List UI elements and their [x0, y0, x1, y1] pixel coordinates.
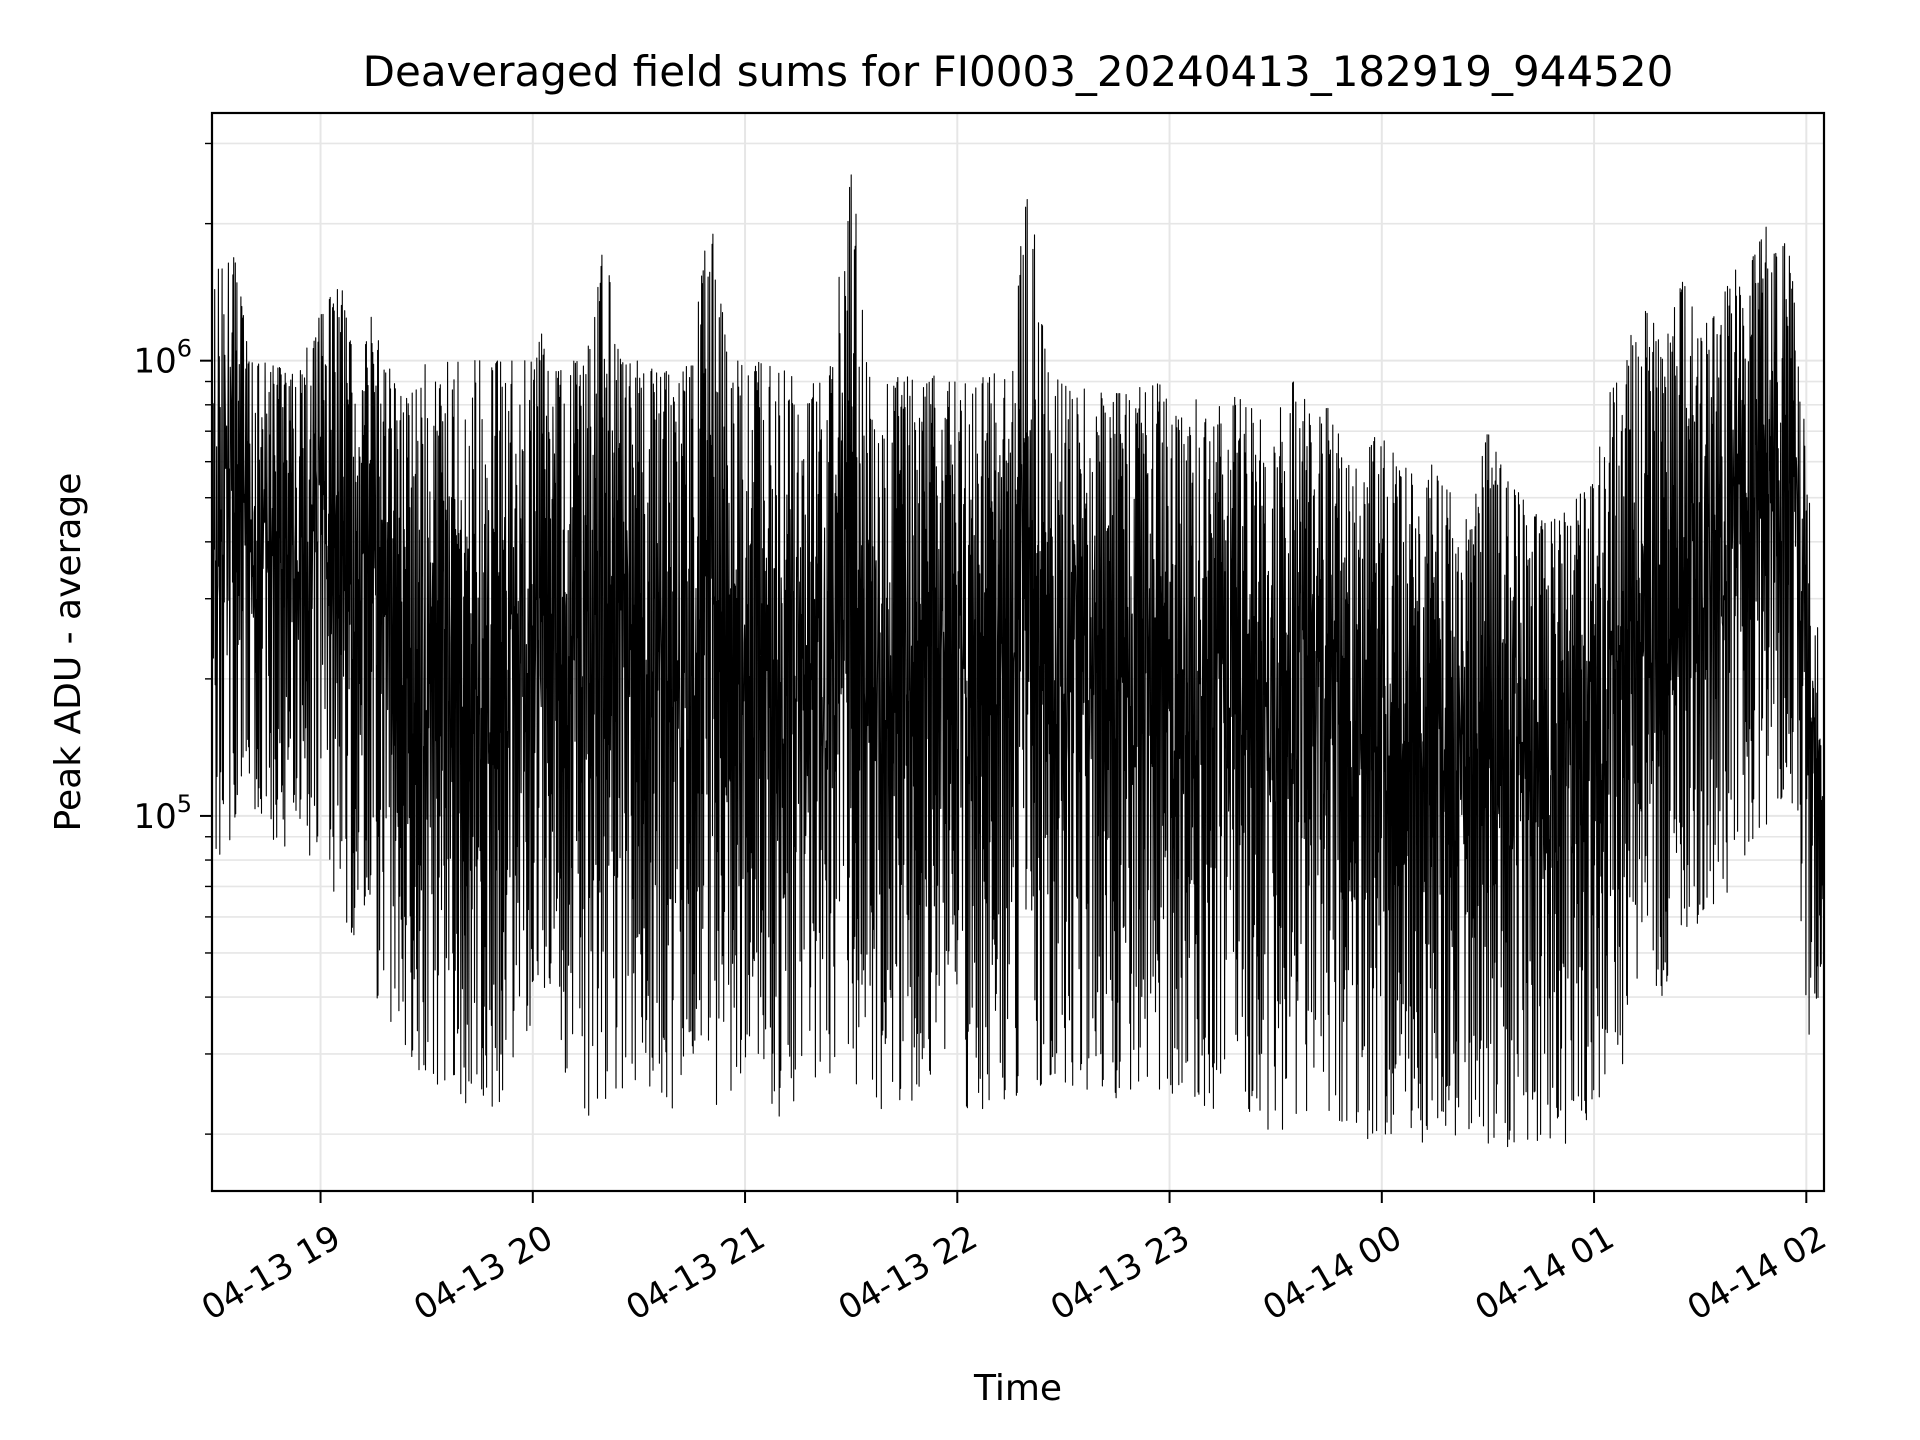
y-tick-label: 105 — [133, 790, 192, 837]
y-tick-label: 106 — [133, 335, 192, 382]
x-axis-label: Time — [973, 1368, 1062, 1409]
plot-frame — [210, 111, 1826, 1193]
data-series — [211, 174, 1825, 1148]
chart-title: Deaveraged field sums for FI0003_2024041… — [363, 47, 1674, 96]
y-axis-label: Peak ADU - average — [48, 473, 89, 832]
series-line — [211, 174, 1825, 1148]
